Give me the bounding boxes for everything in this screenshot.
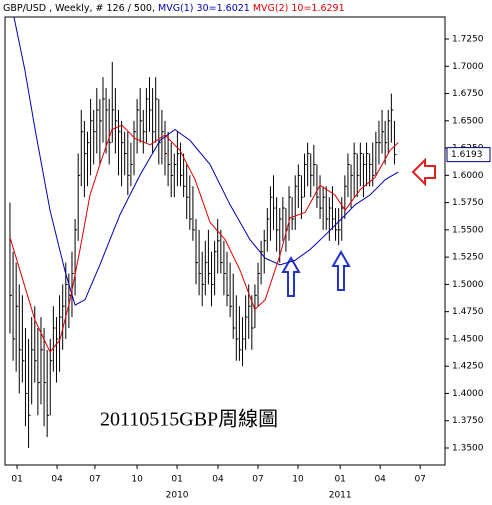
year-label: 2011 — [329, 491, 352, 501]
legend-entry: MVG(1) 30=1.6021 — [158, 3, 250, 14]
y-tick-label: 1.4250 — [452, 362, 484, 372]
y-tick-label: 1.5750 — [452, 198, 484, 208]
y-tick-label: 1.7250 — [452, 35, 484, 45]
y-tick-label: 1.6750 — [452, 89, 484, 99]
last-price-box — [446, 147, 491, 163]
x-tick-label: 07 — [414, 475, 425, 485]
x-tick-label: 10 — [292, 475, 304, 485]
x-tick-label: 01 — [171, 475, 182, 485]
x-tick-label: 01 — [11, 475, 22, 485]
y-tick-label: 1.4000 — [452, 389, 484, 399]
up-arrow — [331, 249, 351, 291]
y-tick-label: 1.7000 — [452, 62, 484, 72]
up-arrow — [281, 255, 301, 297]
y-tick-label: 1.3500 — [452, 443, 484, 453]
x-tick-label: 01 — [334, 475, 345, 485]
year-label: 2010 — [166, 491, 189, 501]
y-tick-label: 1.5500 — [452, 225, 484, 235]
y-tick-label: 1.3750 — [452, 416, 484, 426]
y-tick-label: 1.6000 — [452, 171, 484, 181]
x-tick-label: 04 — [51, 475, 63, 485]
moving-average-line — [9, 124, 399, 353]
axes: 1.3500 1.3750 1.4000 1.4250 1.4500 1.4750 1.50… — [11, 35, 491, 501]
annotation: 20110515GBP周線圖 — [100, 408, 278, 431]
y-tick-label: 1.4750 — [452, 307, 484, 317]
header: GBP/USD , Weekly, # 126 / 500, MVG(1) 30=… — [3, 3, 345, 14]
plot — [9, 17, 399, 448]
y-tick-label: 1.5250 — [452, 253, 484, 263]
left-arrow — [411, 157, 436, 187]
legend-entry: MVG(2) 10=1.6291 — [253, 3, 345, 14]
moving-average-line — [13, 17, 399, 306]
plot-frame — [4, 16, 446, 466]
x-tick-label: 07 — [252, 475, 263, 485]
x-tick-label: 04 — [374, 475, 386, 485]
y-tick-label: 1.6500 — [452, 116, 484, 126]
y-tick-label: 1.5000 — [452, 280, 484, 290]
x-tick-label: 07 — [89, 475, 100, 485]
x-tick-label: 10 — [131, 475, 143, 485]
x-tick-label: 04 — [212, 475, 224, 485]
last-price-label: 1.6193 — [451, 150, 483, 160]
y-tick-label: 1.4500 — [452, 334, 484, 344]
chart-title: GBP/USD , Weekly, # 126 / 500, — [3, 3, 155, 14]
